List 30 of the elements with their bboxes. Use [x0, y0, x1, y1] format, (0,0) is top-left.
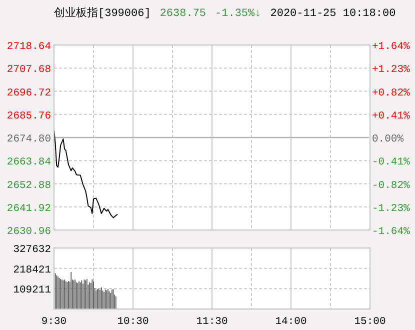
- text: 2020-11-25 10:18:00: [270, 8, 396, 20]
- y2-tick-label: 0.00%: [372, 134, 404, 146]
- y-tick-label: 2630.96: [6, 226, 51, 238]
- y-tick-label: 218421: [13, 264, 51, 276]
- x-tick-label: 14:00: [275, 316, 307, 328]
- x-tick-label: 15:00: [354, 316, 386, 328]
- y-tick-label: 2641.92: [6, 202, 51, 215]
- y-tick-label: 2707.68: [6, 64, 51, 76]
- y2-tick-label: -0.41%: [372, 156, 411, 169]
- chart-title: 创业板指[399006]: [54, 6, 151, 20]
- text: -1.35%↓: [215, 8, 262, 20]
- y-tick-label: 2718.64: [6, 41, 51, 53]
- x-tick-label: 9:30: [41, 316, 67, 328]
- x-tick-label: 11:30: [196, 316, 228, 328]
- y-tick-label: 2674.80: [6, 134, 51, 146]
- y2-tick-label: -1.64%: [372, 226, 411, 238]
- y-tick-label: 109211: [13, 284, 51, 297]
- text: 2638.75: [160, 8, 206, 20]
- y2-tick-label: -0.82%: [372, 180, 411, 192]
- y-tick-label: 2652.88: [6, 180, 51, 192]
- y-tick-label: 2663.84: [6, 156, 51, 169]
- y2-tick-label: +1.23%: [372, 64, 411, 76]
- y2-tick-label: +0.82%: [372, 87, 411, 100]
- y2-tick-label: -1.23%: [372, 202, 411, 215]
- x-tick-label: 10:30: [117, 316, 149, 328]
- y2-tick-label: +1.64%: [372, 41, 411, 53]
- y-tick-label: 327632: [13, 244, 51, 256]
- y2-tick-label: +0.41%: [372, 110, 411, 122]
- y-tick-label: 2685.76: [6, 110, 51, 122]
- y-tick-label: 2696.72: [6, 87, 51, 100]
